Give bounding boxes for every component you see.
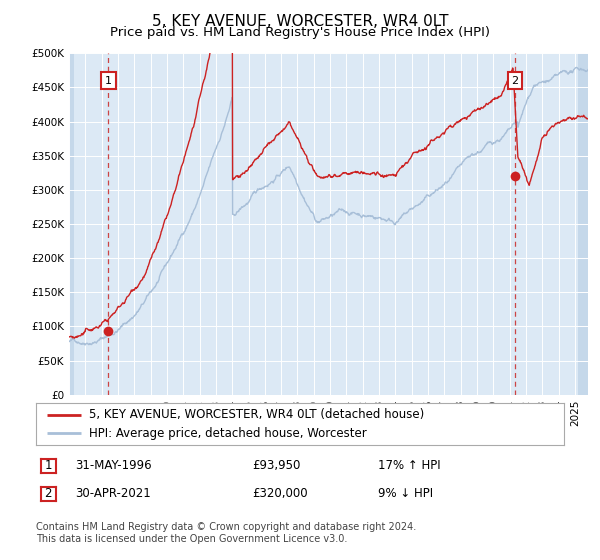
Text: HPI: Average price, detached house, Worcester: HPI: Average price, detached house, Worc…	[89, 427, 367, 440]
Text: 5, KEY AVENUE, WORCESTER, WR4 0LT (detached house): 5, KEY AVENUE, WORCESTER, WR4 0LT (detac…	[89, 408, 424, 422]
Text: 2: 2	[44, 487, 52, 501]
Text: 2: 2	[511, 76, 518, 86]
Text: Contains HM Land Registry data © Crown copyright and database right 2024.
This d: Contains HM Land Registry data © Crown c…	[36, 522, 416, 544]
Text: 31-MAY-1996: 31-MAY-1996	[75, 459, 152, 473]
Polygon shape	[69, 53, 74, 395]
Text: 1: 1	[44, 459, 52, 473]
Text: £93,950: £93,950	[252, 459, 301, 473]
Text: 9% ↓ HPI: 9% ↓ HPI	[378, 487, 433, 501]
Text: 5, KEY AVENUE, WORCESTER, WR4 0LT: 5, KEY AVENUE, WORCESTER, WR4 0LT	[152, 14, 448, 29]
Text: 30-APR-2021: 30-APR-2021	[75, 487, 151, 501]
Text: 1: 1	[105, 76, 112, 86]
Text: £320,000: £320,000	[252, 487, 308, 501]
Polygon shape	[578, 53, 588, 395]
Text: 17% ↑ HPI: 17% ↑ HPI	[378, 459, 440, 473]
Text: Price paid vs. HM Land Registry's House Price Index (HPI): Price paid vs. HM Land Registry's House …	[110, 26, 490, 39]
